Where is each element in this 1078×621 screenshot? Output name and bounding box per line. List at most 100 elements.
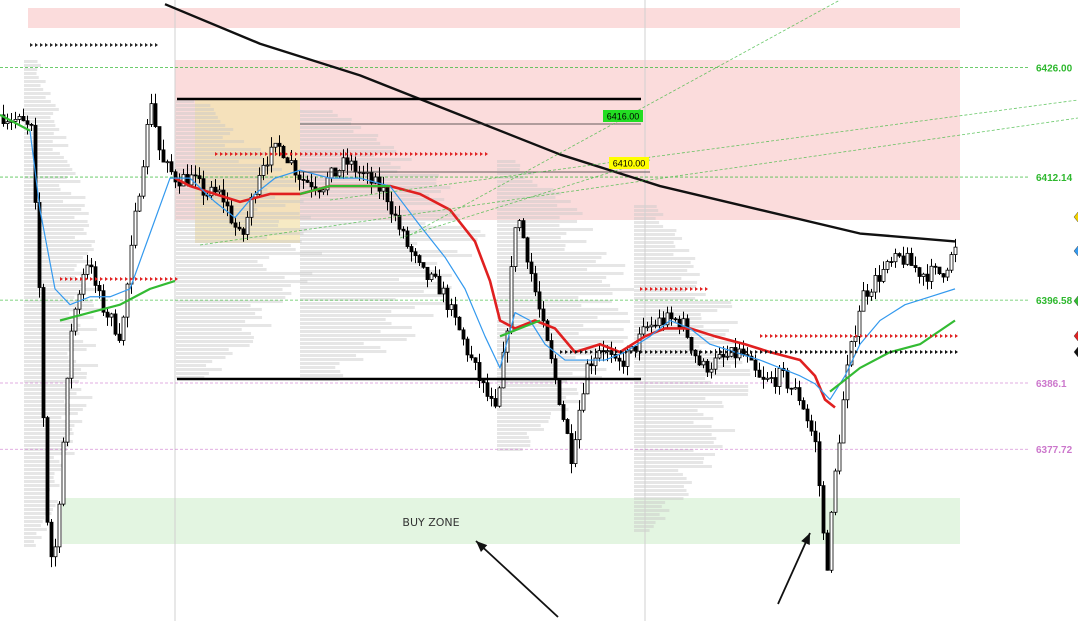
volume-profile-bar <box>497 164 521 167</box>
volume-profile-bar <box>497 168 520 171</box>
volume-profile-bar <box>176 140 245 143</box>
bear-candle <box>161 149 166 163</box>
volume-profile-bar <box>634 473 683 476</box>
bear-candle <box>41 287 46 419</box>
marker-dot-row <box>55 43 58 47</box>
bull-candle <box>145 124 150 168</box>
volume-profile-bar <box>176 132 231 135</box>
volume-profile-bar <box>24 256 83 259</box>
marker-dot-row <box>840 334 843 338</box>
marker-dot-row <box>350 152 353 156</box>
marker-dot-row <box>755 350 758 354</box>
volume-profile-bar <box>634 297 696 300</box>
trend-line <box>399 159 651 239</box>
volume-profile-bar <box>176 336 254 339</box>
volume-profile-bar <box>24 136 67 139</box>
volume-profile-bar <box>300 354 357 357</box>
marker-dot-row <box>270 152 273 156</box>
volume-profile-bar <box>176 224 279 227</box>
volume-profile-bar <box>300 186 451 189</box>
marker-dot-row <box>860 350 863 354</box>
volume-profile-bar <box>176 288 283 291</box>
volume-profile-bar <box>24 472 55 475</box>
volume-profile-bar <box>176 164 274 167</box>
volume-profile-bar <box>24 280 82 283</box>
volume-profile-bar <box>634 433 712 436</box>
volume-profile-bar <box>176 180 297 183</box>
volume-profile-bar <box>24 324 81 327</box>
marker-dot-row <box>170 277 173 281</box>
volume-profile-bar <box>24 132 54 135</box>
marker-dot-row <box>230 152 233 156</box>
marker-dot-row <box>850 350 853 354</box>
volume-profile-bar <box>634 517 666 520</box>
bear-candle <box>521 220 526 239</box>
volume-profile-bar <box>497 244 566 247</box>
bull-candle <box>649 324 654 328</box>
volume-profile-bar <box>634 413 704 416</box>
bull-candle <box>945 269 950 278</box>
bear-candle <box>753 359 758 371</box>
volume-profile-bar <box>24 60 38 63</box>
bear-candle <box>477 362 482 382</box>
marker-dot-row <box>830 350 833 354</box>
bear-candle <box>721 354 726 358</box>
marker-dot-row <box>800 334 803 338</box>
marker-dot-row <box>675 350 678 354</box>
volume-profile-bar <box>497 328 624 331</box>
volume-profile-bar <box>176 272 313 275</box>
volume-profile-bar <box>176 232 304 235</box>
bear-candle <box>197 175 202 180</box>
bull-candle <box>137 195 142 212</box>
bull-candle <box>165 161 170 164</box>
marker-dot-row <box>90 277 93 281</box>
volume-profile-bar <box>24 72 37 75</box>
volume-profile-bar <box>300 254 473 257</box>
bear-candle <box>661 317 666 326</box>
marker-dot-row <box>710 350 713 354</box>
marker-dot-row <box>760 350 763 354</box>
marker-dot-row <box>125 277 128 281</box>
volume-profile-bar <box>634 397 706 400</box>
marker-dot-row <box>150 43 153 47</box>
volume-profile-bar <box>176 124 226 127</box>
volume-profile-bar <box>300 250 458 253</box>
volume-profile-bar <box>634 437 717 440</box>
volume-profile-bar <box>24 368 82 371</box>
volume-profile-bar <box>24 168 73 171</box>
marker-dot-row <box>175 277 178 281</box>
volume-profile-bar <box>176 188 268 191</box>
bear-candle <box>401 228 406 232</box>
volume-profile-bar <box>176 256 270 259</box>
marker-dot-row <box>810 334 813 338</box>
price-box-1 <box>609 157 649 169</box>
bear-candle <box>173 171 178 183</box>
volume-profile-bar <box>300 270 440 273</box>
volume-profile-bar <box>497 420 549 423</box>
bear-candle <box>561 404 566 420</box>
marker-dot-row <box>265 152 268 156</box>
marker-dot-row <box>295 152 298 156</box>
bull-candle <box>829 511 834 571</box>
volume-profile-bar <box>634 501 666 504</box>
bull-candle <box>497 387 502 407</box>
volume-profile-bar <box>634 293 706 296</box>
marker-dot-row <box>575 350 578 354</box>
volume-profile-bar <box>634 457 705 460</box>
bull-candle <box>17 116 22 120</box>
edge-diamond-marker <box>1073 295 1078 307</box>
volume-profile-bar <box>176 120 221 123</box>
bear-candle <box>405 230 410 247</box>
volume-profile-bar <box>497 392 579 395</box>
volume-profile-bar <box>24 224 90 227</box>
volume-profile-bar <box>24 528 47 531</box>
bear-candle <box>193 174 198 177</box>
bull-candle <box>641 326 646 335</box>
marker-dot-row <box>395 152 398 156</box>
volume-profile-bar <box>176 260 258 263</box>
arrow-annotation-head <box>476 541 488 552</box>
marker-dot-row <box>90 43 93 47</box>
bear-candle <box>25 120 30 125</box>
